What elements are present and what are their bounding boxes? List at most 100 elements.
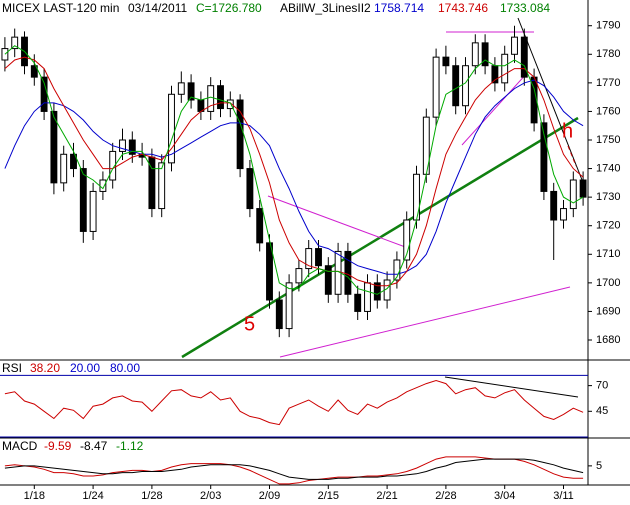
last-price: C=1726.780 [196,1,262,15]
rsi-trendline [444,376,579,398]
y-tick-label: 45 [596,405,608,417]
candle-body [60,153,68,184]
macd-line [4,456,584,485]
candle-body [226,99,234,110]
candle-body [550,190,558,221]
candle-body [501,53,509,84]
candle-body [236,99,244,170]
y-tick-label: 1720 [596,220,620,232]
candle-body [187,82,195,101]
candle-body [560,208,567,221]
indicator-reading: 1758.714 [374,1,424,15]
x-tick-label: 2/15 [318,490,339,502]
y-tick-label: 1680 [596,334,620,346]
date: 03/14/2011 [128,1,187,15]
candle-body [452,65,460,107]
x-tick-label: 2/21 [376,490,397,502]
candle-body [285,282,293,330]
candle-body [30,65,38,78]
plot: 1680 1690 1700 1710 1720 1730 1740 1750 1760 1770… [0,20,620,502]
candle-body [158,162,166,210]
y-tick-label: 1760 [596,105,620,117]
y-tick-label: 1690 [596,305,620,317]
macd-reading: -8.47 [80,439,108,453]
x-tick-label: 3/11 [553,490,574,502]
x-tick-label: 1/18 [24,490,45,502]
candle-body [50,110,58,184]
macd-reading: -1.12 [116,439,144,453]
rsi-name: RSI [2,361,22,375]
candle-body [520,36,528,78]
candle-body [109,150,117,181]
candle-body [540,122,548,192]
candle-body [119,139,126,152]
candle-body [364,282,371,312]
moving-average [4,56,584,287]
candle-body [207,85,215,112]
y-tick-label: 1790 [596,20,620,32]
candle-body [295,268,303,284]
y-tick-label: 1740 [596,162,620,174]
moving-average [4,79,584,275]
candle-body [432,56,440,118]
candle-body [315,248,322,267]
y-tick-label: 1710 [596,248,620,260]
title: MICEX LAST-120 min [2,1,119,15]
y-tick-label: 1770 [596,77,620,89]
annotation: 5 [244,313,255,335]
candle-body [246,168,254,210]
rsi-reading: 20.00 [70,361,100,375]
macd-name: MACD [2,439,38,453]
candle-body [442,56,450,67]
candle-body [373,282,381,301]
candle-body [275,299,283,330]
trendline [567,145,577,167]
candle-body [177,82,185,95]
candle-body [481,42,489,67]
indicator-reading: 1743.746 [438,1,488,15]
candle-body [79,168,87,232]
candle-body [266,242,273,301]
candle-body [354,293,362,312]
candle-body [70,153,77,170]
candle-body [511,36,518,55]
x-tick-label: 2/28 [435,490,456,502]
y-tick-label: 1750 [596,134,620,146]
candle-body [344,250,352,295]
moving-average [4,45,584,295]
x-tick-label: 1/28 [141,490,162,502]
candle-body [89,190,97,232]
x-tick-label: 3/04 [494,490,515,502]
y-tick-label: 70 [596,380,608,392]
y-tick-label: 5 [596,460,602,472]
rsi-reading: 80.00 [110,361,140,375]
candle-body [403,219,411,261]
y-tick-label: 1700 [596,277,620,289]
candle-body [569,179,577,210]
trendline [279,286,571,358]
candle-body [168,93,175,164]
y-tick-label: 1730 [596,191,620,203]
indicator-reading: 1733.084 [500,1,550,15]
x-tick-label: 2/03 [200,490,221,502]
candle-body [217,85,224,110]
candle-body [324,265,332,295]
rsi-line [4,379,584,426]
candle-body [256,208,264,244]
macd-line [4,458,584,480]
trendline [461,71,529,146]
candle-body [413,173,420,221]
indicator-name: ABillW_3LinesII2 [280,1,371,15]
candle-body [462,65,469,107]
macd-reading: -9.59 [44,439,72,453]
x-tick-label: 2/09 [259,490,280,502]
y-tick-label: 1780 [596,48,620,60]
rsi-reading: 38.20 [30,361,60,375]
annotation: h [562,120,573,142]
candle-body [471,42,479,67]
candle-body [579,179,587,198]
candle-body [99,179,107,192]
candle-body [128,139,136,155]
